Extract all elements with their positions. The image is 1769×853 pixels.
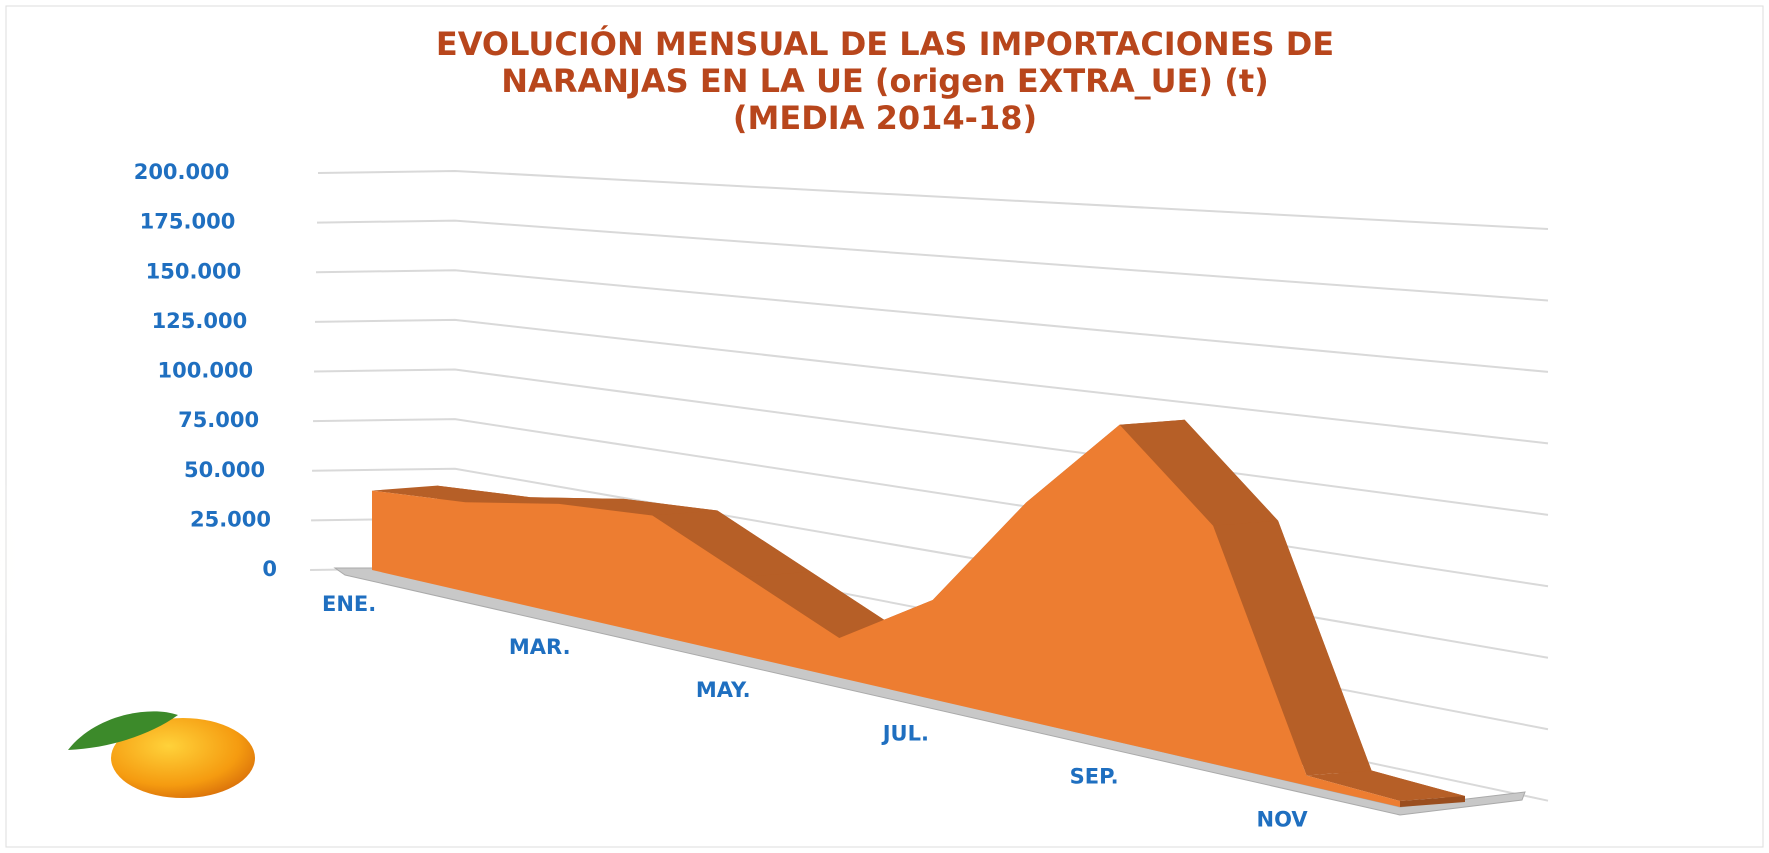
- grid-line: [316, 269, 1549, 373]
- y-tick-label: 150.000: [146, 259, 242, 283]
- x-tick-label: MAR.: [509, 635, 571, 659]
- x-tick-label: JUL.: [881, 721, 929, 745]
- y-tick-label: 125.000: [152, 309, 248, 333]
- area-top-face: [652, 510, 811, 577]
- y-tick-label: 0: [262, 557, 277, 581]
- y-tick-label: 175.000: [140, 210, 236, 234]
- x-tick-label: SEP.: [1070, 764, 1119, 788]
- area-end-face: [1400, 796, 1465, 807]
- x-tick-label: ENE.: [322, 592, 376, 616]
- grid-line: [317, 169, 1549, 230]
- grid-line: [316, 219, 1549, 302]
- area-top-face: [1306, 770, 1465, 802]
- grid-line: [314, 368, 1549, 516]
- chart-title: (MEDIA 2014-18): [733, 99, 1037, 137]
- y-tick-label: 25.000: [190, 507, 271, 531]
- chart-title: EVOLUCIÓN MENSUAL DE LAS IMPORTACIONES D…: [436, 24, 1334, 63]
- area-top-face: [558, 498, 718, 516]
- grid-line: [315, 318, 1549, 445]
- y-tick-label: 75.000: [178, 408, 259, 432]
- y-tick-label: 100.000: [158, 359, 254, 383]
- area: [372, 424, 1400, 807]
- area-top-face: [372, 485, 531, 503]
- y-tick-label: 200.000: [134, 160, 230, 184]
- glow: [0, 400, 140, 720]
- area-top-face: [1213, 520, 1372, 776]
- chart-title: NARANJAS EN LA UE (origen EXTRA_UE) (t): [501, 62, 1268, 100]
- area-top-face: [1119, 419, 1279, 526]
- area-top-face: [465, 497, 624, 504]
- area-top-face: [745, 571, 905, 639]
- x-tick-label: NOV: [1257, 807, 1309, 831]
- orange-icon: [68, 711, 255, 798]
- y-tick-label: 50.000: [184, 458, 265, 482]
- x-tick-label: MAY.: [696, 678, 751, 702]
